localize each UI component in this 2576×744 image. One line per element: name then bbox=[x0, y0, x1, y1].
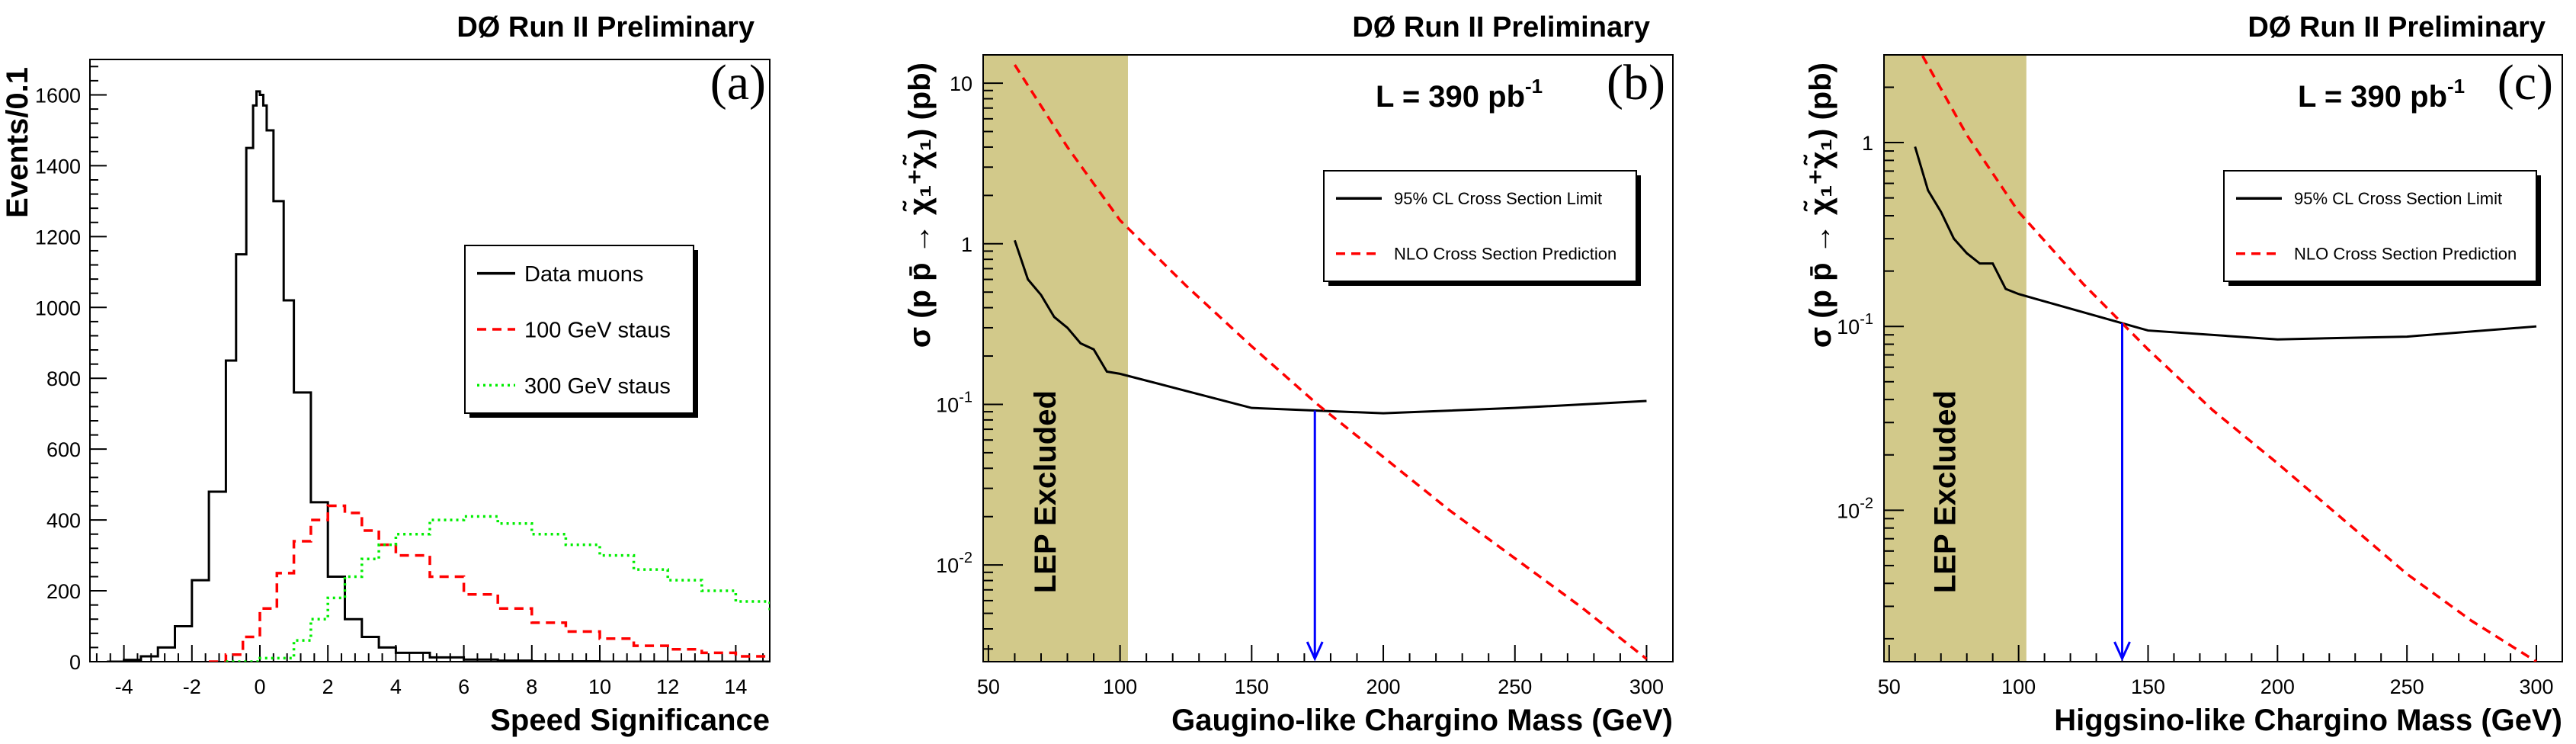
y-axis-title: σ (p p̄ → χ̃₁⁺χ̃₁) (pb) bbox=[902, 63, 937, 348]
y-tick-label: 1 bbox=[961, 233, 972, 256]
y-tick-label: 10-2 bbox=[936, 550, 972, 577]
y-tick-label: 200 bbox=[46, 580, 81, 603]
y-tick-label: 800 bbox=[46, 367, 81, 390]
plot-frame bbox=[1883, 54, 2563, 662]
x-tick-label: 200 bbox=[2260, 675, 2295, 698]
plot-frame bbox=[982, 54, 1674, 662]
x-tick-label: 2 bbox=[322, 675, 334, 698]
legend-label-1: 95% CL Cross Section Limit bbox=[2294, 189, 2502, 208]
y-axis-title: σ (p p̄ → χ̃₁⁺χ̃₁) (pb) bbox=[1802, 63, 1837, 348]
x-tick-label: 100 bbox=[1103, 675, 1137, 698]
excluded-region-label: LEP Excluded bbox=[1928, 390, 1962, 593]
chart-header: DØ Run II Preliminary bbox=[2248, 11, 2546, 43]
exclusion-arrow-head bbox=[2113, 641, 2131, 662]
panel-label: (a) bbox=[710, 55, 766, 111]
series-line-1 bbox=[107, 90, 770, 662]
x-tick-label: 12 bbox=[656, 675, 679, 698]
y-tick-label: 10-1 bbox=[936, 389, 972, 416]
legend-label-2: 100 GeV staus bbox=[524, 318, 671, 342]
y-tick-label: 600 bbox=[46, 438, 81, 461]
x-tick-label: 250 bbox=[1498, 675, 1532, 698]
legend-label-3: 300 GeV staus bbox=[524, 374, 671, 399]
luminosity-label: L = 390 pb-1 bbox=[1376, 75, 1543, 114]
y-axis-title: Events/0.1 bbox=[1, 67, 34, 218]
x-tick-label: 150 bbox=[2131, 675, 2165, 698]
chart-header: DØ Run II Preliminary bbox=[1352, 11, 1650, 43]
y-tick-label: 1000 bbox=[35, 297, 81, 319]
series-line-3 bbox=[226, 515, 770, 662]
legend: 95% CL Cross Section Limit NLO Cross Sect… bbox=[2223, 170, 2541, 286]
excluded-region bbox=[1884, 55, 2027, 662]
excluded-region bbox=[983, 55, 1128, 662]
y-tick-label: 1 bbox=[1862, 132, 1873, 155]
chart-panel-b: LEP Excluded 50 100 150 200 250 300 10-2 10-1 1 10… bbox=[902, 11, 1674, 737]
x-tick-label: -4 bbox=[115, 675, 133, 698]
x-tick-label: 300 bbox=[1629, 675, 1664, 698]
x-tick-label: 100 bbox=[2001, 675, 2036, 698]
legend-label-1: Data muons bbox=[524, 262, 643, 287]
series-line-2 bbox=[209, 504, 770, 662]
series-group bbox=[1013, 64, 1648, 660]
x-tick-label: 8 bbox=[526, 675, 537, 698]
x-tick-label: 250 bbox=[2390, 675, 2424, 698]
series-group bbox=[1914, 55, 2537, 662]
series-line-1 bbox=[1914, 146, 2537, 341]
chart-header: DØ Run II Preliminary bbox=[457, 11, 755, 43]
chart-panel-a: -4 -2 0 2 4 6 8 10 12 14 0 200 400 600 800 1000 1200 1400… bbox=[1, 11, 771, 737]
x-axis-title: Speed Significance bbox=[490, 704, 770, 737]
legend-label-2: NLO Cross Section Prediction bbox=[1394, 245, 1616, 264]
x-axis-title: Higgsino-like Chargino Mass (GeV) bbox=[2054, 704, 2562, 737]
x-tick-label: 4 bbox=[390, 675, 402, 698]
plot-frame bbox=[89, 59, 771, 662]
y-tick-label: 400 bbox=[46, 509, 81, 532]
exclusion-arrow-head bbox=[1306, 641, 1324, 662]
chart-panel-c: LEP Excluded 50 100 150 200 250 300 10-2 10-1 1 DØ… bbox=[1802, 11, 2563, 737]
y-tick-label: 1600 bbox=[35, 84, 81, 107]
x-tick-label: 6 bbox=[458, 675, 469, 698]
series-group bbox=[107, 90, 770, 662]
series-line-2 bbox=[1013, 64, 1648, 660]
legend: 95% CL Cross Section Limit NLO Cross Sect… bbox=[1323, 170, 1641, 286]
excluded-region-label: LEP Excluded bbox=[1029, 390, 1062, 593]
y-tick-label: 1400 bbox=[35, 155, 81, 178]
panel-label: (b) bbox=[1607, 55, 1665, 111]
y-tick-label: 10 bbox=[950, 72, 972, 95]
x-tick-label: 0 bbox=[254, 675, 265, 698]
y-tick-label: 10-1 bbox=[1837, 311, 1873, 338]
legend-box bbox=[1323, 170, 1637, 282]
series-line-1 bbox=[1014, 239, 1647, 415]
x-axis-title: Gaugino-like Chargino Mass (GeV) bbox=[1171, 704, 1673, 737]
legend-label-1: 95% CL Cross Section Limit bbox=[1394, 189, 1602, 208]
panel-label: (c) bbox=[2498, 55, 2553, 111]
legend-box bbox=[2223, 170, 2537, 282]
x-tick-label: -2 bbox=[183, 675, 201, 698]
y-tick-label: 1200 bbox=[35, 226, 81, 249]
x-tick-label: 200 bbox=[1366, 675, 1401, 698]
y-tick-label: 0 bbox=[69, 651, 81, 674]
x-tick-label: 150 bbox=[1235, 675, 1269, 698]
x-tick-label: 300 bbox=[2519, 675, 2553, 698]
x-tick-label: 50 bbox=[1878, 675, 1901, 698]
x-tick-label: 50 bbox=[977, 675, 1000, 698]
x-tick-label: 14 bbox=[724, 675, 747, 698]
luminosity-label: L = 390 pb-1 bbox=[2298, 75, 2465, 114]
x-tick-label: 10 bbox=[588, 675, 611, 698]
series-line-2 bbox=[1920, 55, 2537, 662]
y-tick-label: 10-2 bbox=[1837, 495, 1873, 522]
legend: Data muons 100 GeV staus 300 GeV staus bbox=[464, 245, 698, 418]
legend-label-2: NLO Cross Section Prediction bbox=[2294, 245, 2517, 264]
